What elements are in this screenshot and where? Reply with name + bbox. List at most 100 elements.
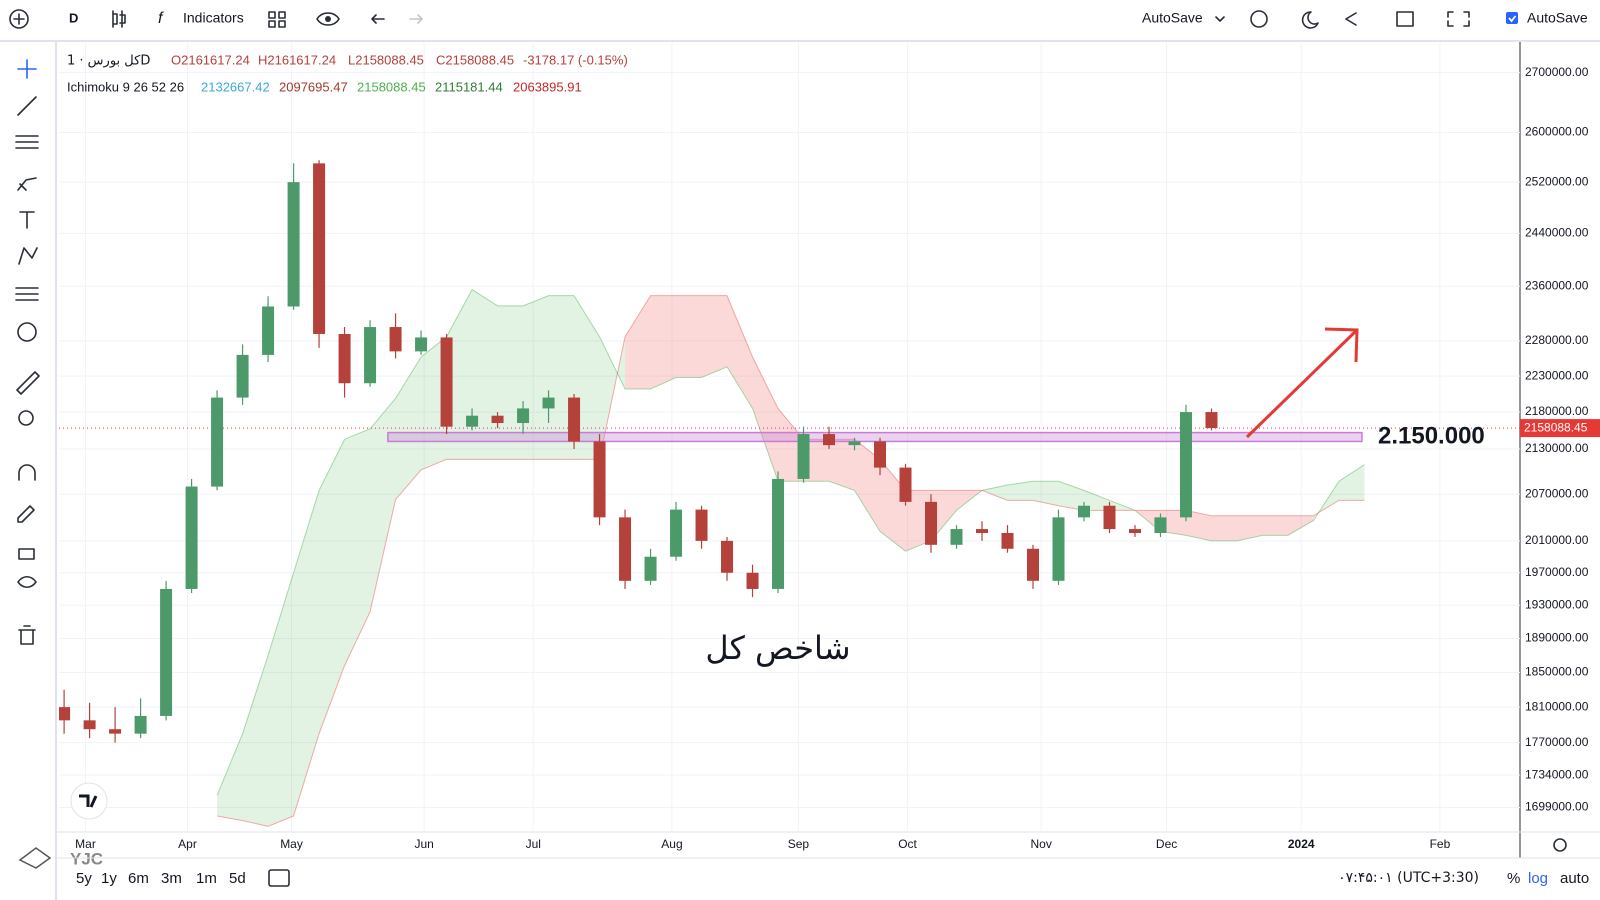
interval-button[interactable]: D xyxy=(69,10,78,25)
indicators-button[interactable]: Indicators xyxy=(183,10,244,26)
candle-body xyxy=(313,163,326,334)
go-to-date-button[interactable] xyxy=(268,869,290,887)
candle-body xyxy=(593,441,606,518)
cloud-segment xyxy=(574,295,600,460)
delete-tool[interactable] xyxy=(18,625,36,645)
autosave-menu[interactable]: AutoSave xyxy=(1142,10,1203,26)
pattern-tool[interactable] xyxy=(18,247,38,265)
symbol-label: کل بورس · 1D xyxy=(67,54,150,69)
candle-body xyxy=(1179,412,1192,518)
cloud-segment xyxy=(1109,500,1135,511)
magnet-tool[interactable] xyxy=(18,464,36,481)
chart-type-button[interactable] xyxy=(112,10,126,28)
cloud-segment xyxy=(1338,464,1365,501)
undo-button[interactable] xyxy=(371,14,385,24)
fullscreen-button[interactable] xyxy=(1447,11,1470,27)
cloud-segment xyxy=(701,295,728,378)
candle-body xyxy=(1001,532,1014,549)
cloud-segment xyxy=(982,485,1008,501)
range-button[interactable]: 1y xyxy=(101,870,117,887)
y-tick-label: 2010000.00 xyxy=(1525,533,1589,547)
cloud-segment xyxy=(650,295,677,389)
settings-button[interactable] xyxy=(1250,10,1268,28)
ruler-tool[interactable] xyxy=(16,371,40,395)
watermark: YJC xyxy=(70,849,103,868)
arrow-shaft xyxy=(1245,328,1359,439)
top-toolbar xyxy=(0,0,1600,41)
prediction-tool[interactable] xyxy=(15,287,39,301)
cloud-segment xyxy=(1211,515,1237,541)
candle-body xyxy=(619,517,632,581)
redo-button[interactable] xyxy=(409,14,423,24)
last-price-label: 2158088.45 xyxy=(1524,420,1588,434)
percent-toggle[interactable]: % xyxy=(1507,870,1520,887)
theme-button[interactable] xyxy=(1301,11,1319,29)
snapshot-button[interactable] xyxy=(1396,11,1414,27)
fx-icon: f xyxy=(158,10,164,27)
y-tick-label: 2180000.00 xyxy=(1525,404,1589,418)
cloud-span-a xyxy=(216,288,1365,796)
range-button[interactable]: 1m xyxy=(196,870,217,887)
y-tick-label: 2070000.00 xyxy=(1525,486,1589,500)
layouts-button[interactable] xyxy=(268,11,286,28)
range-button[interactable]: 5y xyxy=(76,870,92,887)
share-button[interactable] xyxy=(1345,12,1357,26)
candle-body xyxy=(491,415,504,424)
cloud-segment xyxy=(395,356,422,500)
crosshair-tool[interactable] xyxy=(17,59,37,79)
candle-body xyxy=(976,529,989,533)
cloud-segment xyxy=(956,490,983,511)
indicator-value: 2158088.45 xyxy=(357,79,426,94)
text-tool[interactable] xyxy=(19,211,35,229)
zoom-tool[interactable] xyxy=(18,410,34,426)
cloud-segment xyxy=(472,289,498,460)
indicator-value: 2132667.42 xyxy=(201,79,270,94)
candle-body xyxy=(1205,412,1218,429)
lock-tool[interactable] xyxy=(18,548,35,560)
candle-body xyxy=(848,441,861,446)
x-tick-label: Jul xyxy=(526,837,541,851)
candle-body xyxy=(772,478,785,589)
range-button[interactable]: 3m xyxy=(161,870,182,887)
hide-tool[interactable] xyxy=(17,575,37,589)
candle-body xyxy=(185,486,198,589)
candle-body xyxy=(1154,517,1167,533)
range-buttons: 5y 1y 6m 3m 1m 5d xyxy=(76,870,246,887)
cloud-segment xyxy=(1058,481,1084,511)
fib-tool[interactable] xyxy=(15,135,39,149)
range-button[interactable]: 6m xyxy=(128,870,149,887)
candle-body xyxy=(338,333,351,384)
draw-mode-tool[interactable] xyxy=(17,505,35,523)
candle-body xyxy=(59,707,71,721)
indicator-value: 2115181.44 xyxy=(435,79,503,94)
visibility-button[interactable] xyxy=(316,12,340,26)
cloud-segment xyxy=(1083,490,1110,511)
cloud-segment xyxy=(293,490,320,816)
cloud-segment xyxy=(854,439,881,532)
autosave-checkbox[interactable] xyxy=(1506,12,1518,24)
candle-body xyxy=(568,397,581,442)
cloud-segment xyxy=(1033,481,1059,506)
auto-toggle[interactable]: auto xyxy=(1560,870,1589,887)
candle-body xyxy=(134,715,147,734)
y-tick-label: 2700000.00 xyxy=(1525,65,1589,79)
ohlc-change: -3178.17 (-0.15%) xyxy=(523,52,628,67)
cloud-segment xyxy=(625,295,651,389)
check-mark xyxy=(1508,15,1517,23)
candle-body xyxy=(262,306,275,355)
candle-body xyxy=(874,441,887,468)
candle-body xyxy=(823,434,836,446)
log-toggle[interactable]: log xyxy=(1528,870,1548,887)
tv-logo-mark xyxy=(79,794,98,808)
add-symbol-button[interactable] xyxy=(9,9,29,29)
x-tick-label: Jun xyxy=(414,837,433,851)
candle-body xyxy=(211,397,224,487)
axis-settings-button[interactable] xyxy=(1553,838,1567,852)
candle-body xyxy=(1128,529,1141,533)
clock: ۰۷:۴۵:۰۱ (UTC+3:30) xyxy=(1338,870,1479,886)
trendline-tool[interactable] xyxy=(17,96,37,116)
brush-tool[interactable] xyxy=(17,177,37,191)
support-zone xyxy=(387,431,1363,443)
range-button[interactable]: 5d xyxy=(229,870,246,887)
icon-tool[interactable] xyxy=(17,322,37,342)
